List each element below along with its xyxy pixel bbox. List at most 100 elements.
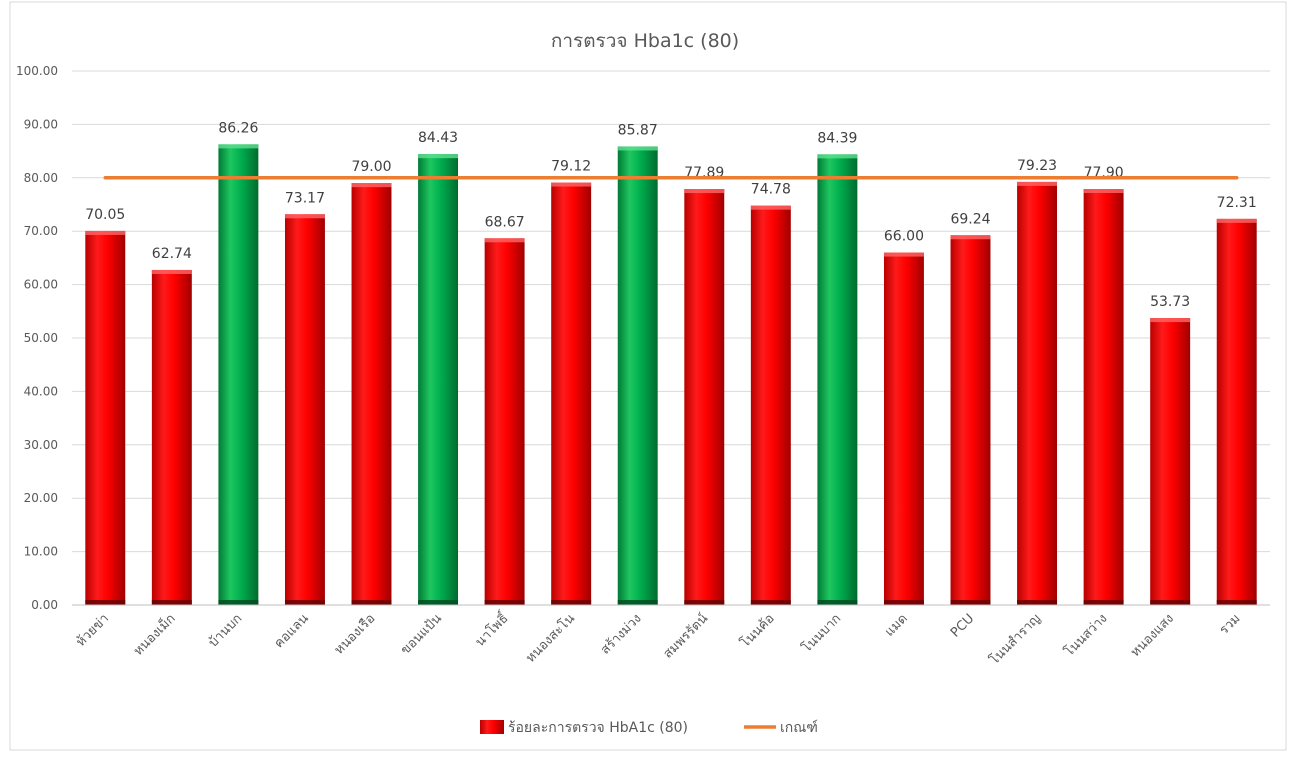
bar-top-bevel: [684, 189, 725, 194]
bar-body: [883, 252, 924, 605]
legend-item-threshold: เกณฑ์: [744, 719, 818, 736]
bar-top-bevel: [750, 205, 791, 210]
bar-top-bevel: [1083, 189, 1124, 194]
bar-body: [817, 154, 858, 605]
bar-bottom-shade: [1216, 600, 1257, 605]
bar-top-bevel: [484, 238, 525, 243]
data-label: 79.12: [551, 158, 591, 174]
bar-body: [218, 144, 259, 606]
y-tick-label: 80.00: [24, 171, 58, 185]
bar-top-bevel: [85, 230, 126, 235]
y-tick-label: 60.00: [24, 278, 58, 292]
bar-bottom-shade: [617, 600, 658, 605]
bar-body: [1216, 218, 1257, 605]
y-tick-label: 0.00: [31, 598, 58, 612]
legend-label-threshold: เกณฑ์: [780, 719, 818, 736]
bar-body: [484, 238, 525, 606]
data-label: 66.00: [884, 229, 924, 245]
data-label: 86.26: [218, 120, 258, 136]
data-label: 84.39: [817, 130, 857, 146]
bar-12: [817, 154, 858, 605]
bar-top-bevel: [1216, 218, 1257, 223]
bar-bottom-shade: [151, 600, 192, 605]
data-label: 68.67: [485, 214, 525, 230]
bar-top-bevel: [817, 154, 858, 159]
y-tick-label: 30.00: [24, 438, 58, 452]
legend-swatch-bar: [480, 720, 504, 734]
bar-body: [1083, 189, 1124, 605]
y-tick-label: 70.00: [24, 224, 58, 238]
y-tick-label: 20.00: [24, 491, 58, 505]
bar-16: [1083, 189, 1124, 605]
bar-13: [883, 252, 924, 605]
data-label: 72.31: [1217, 195, 1257, 211]
bar-top-bevel: [883, 252, 924, 257]
data-label: 79.23: [1017, 158, 1057, 174]
y-axis: 0.00 10.00 20.00 30.00 40.00 50.00 60.00 70.00 8…: [16, 64, 58, 612]
bar-bottom-shade: [218, 600, 259, 605]
bar-body: [1017, 181, 1058, 605]
data-label: 62.74: [152, 246, 192, 262]
bar-top-bevel: [617, 146, 658, 151]
bar-body: [1150, 318, 1191, 605]
bar-bottom-shade: [1017, 600, 1058, 605]
bar-body: [684, 189, 725, 606]
bar-10: [684, 189, 725, 606]
bar-bottom-shade: [551, 600, 592, 605]
legend: ร้อยละการตรวจ HbA1c (80) เกณฑ์: [480, 719, 818, 736]
bar-body: [351, 183, 392, 605]
bar-body: [418, 154, 459, 605]
bar-8: [551, 182, 592, 605]
bar-top-bevel: [1150, 318, 1191, 323]
data-label: 84.43: [418, 130, 458, 146]
bar-top-bevel: [284, 214, 325, 219]
bar-11: [750, 205, 791, 605]
bar-1: [85, 230, 126, 606]
data-labels: 70.05 62.74 86.26 73.17 79.00 84.43 68.67 79.12…: [85, 120, 1257, 310]
bar-2: [151, 269, 192, 605]
bar-bottom-shade: [85, 600, 126, 605]
y-tick-label: 100.00: [16, 64, 58, 78]
bar-bottom-shade: [484, 600, 525, 605]
bar-bottom-shade: [418, 600, 459, 605]
bar-top-bevel: [351, 183, 392, 188]
data-label: 85.87: [618, 122, 658, 138]
bar-bottom-shade: [1150, 600, 1191, 605]
bar-bottom-shade: [684, 600, 725, 605]
data-label: 69.24: [950, 211, 990, 227]
y-tick-label: 90.00: [24, 117, 58, 131]
bar-body: [551, 182, 592, 605]
bar-18: [1216, 218, 1257, 605]
bars: [85, 144, 1257, 606]
bar-4: [284, 214, 325, 605]
data-label: 73.17: [285, 190, 325, 206]
bar-bottom-shade: [284, 600, 325, 605]
chart-title: การตรวจ Hba1c (80): [551, 30, 739, 52]
bar-bottom-shade: [817, 600, 858, 605]
bar-9: [617, 146, 658, 605]
bar-bottom-shade: [950, 600, 991, 605]
bar-bottom-shade: [1083, 600, 1124, 605]
bar-body: [950, 235, 991, 605]
bar-5: [351, 183, 392, 605]
bar-body: [85, 230, 126, 606]
bar-bottom-shade: [883, 600, 924, 605]
y-tick-label: 40.00: [24, 384, 58, 398]
bar-top-bevel: [1017, 181, 1058, 186]
data-label: 79.00: [351, 159, 391, 175]
y-tick-label: 10.00: [24, 545, 58, 559]
bar-14: [950, 235, 991, 605]
bar-top-bevel: [151, 269, 192, 274]
bar-7: [484, 238, 525, 606]
bar-top-bevel: [418, 154, 459, 159]
bar-top-bevel: [218, 144, 259, 149]
bar-bottom-shade: [351, 600, 392, 605]
bar-top-bevel: [950, 235, 991, 240]
legend-label-bar: ร้อยละการตรวจ HbA1c (80): [508, 720, 688, 736]
bar-bottom-shade: [750, 600, 791, 605]
legend-item-bar: ร้อยละการตรวจ HbA1c (80): [480, 720, 688, 736]
data-label: 74.78: [751, 182, 791, 198]
data-label: 70.05: [85, 207, 125, 223]
bar-3: [218, 144, 259, 606]
